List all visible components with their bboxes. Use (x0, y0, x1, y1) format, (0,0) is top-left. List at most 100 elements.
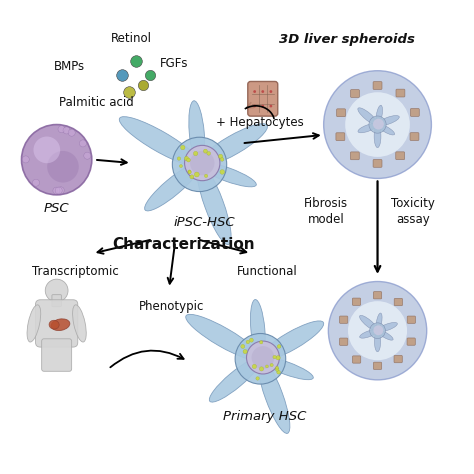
Circle shape (220, 170, 225, 174)
FancyBboxPatch shape (396, 152, 405, 160)
Ellipse shape (260, 357, 313, 380)
Text: Fibrosis
model: Fibrosis model (304, 197, 348, 226)
FancyBboxPatch shape (373, 82, 382, 90)
Ellipse shape (199, 124, 267, 166)
Circle shape (370, 323, 385, 338)
Circle shape (53, 187, 60, 194)
Ellipse shape (258, 358, 290, 433)
Circle shape (275, 366, 279, 369)
Circle shape (249, 338, 254, 342)
FancyBboxPatch shape (52, 295, 61, 307)
Circle shape (276, 356, 280, 360)
Ellipse shape (374, 125, 381, 148)
FancyBboxPatch shape (350, 152, 359, 160)
Ellipse shape (378, 330, 393, 340)
Ellipse shape (49, 320, 59, 329)
FancyBboxPatch shape (36, 300, 78, 347)
Circle shape (328, 282, 427, 380)
Ellipse shape (250, 300, 265, 359)
Text: BMPs: BMPs (54, 60, 85, 73)
Circle shape (253, 90, 256, 93)
Circle shape (265, 365, 268, 368)
Point (133, 57, 140, 65)
Text: Transcriptomic: Transcriptomic (32, 265, 119, 278)
Circle shape (235, 334, 286, 384)
Circle shape (261, 90, 264, 93)
Ellipse shape (73, 305, 86, 342)
Circle shape (173, 137, 227, 191)
Circle shape (33, 179, 39, 186)
Point (118, 72, 126, 79)
Circle shape (369, 116, 386, 133)
Circle shape (345, 92, 410, 157)
Circle shape (273, 356, 276, 359)
Ellipse shape (358, 108, 377, 125)
Circle shape (186, 158, 191, 162)
FancyBboxPatch shape (248, 82, 278, 116)
Text: PSC: PSC (44, 202, 70, 215)
Ellipse shape (359, 315, 377, 331)
Ellipse shape (145, 163, 201, 211)
Circle shape (190, 151, 214, 175)
Circle shape (204, 174, 208, 178)
Circle shape (190, 175, 194, 179)
Text: Characterization: Characterization (112, 237, 255, 252)
Text: Functional: Functional (237, 265, 298, 278)
Circle shape (275, 368, 279, 371)
Circle shape (324, 71, 431, 178)
Circle shape (80, 140, 86, 147)
Ellipse shape (197, 164, 231, 245)
Circle shape (188, 171, 191, 174)
Text: Retinol: Retinol (111, 32, 152, 45)
FancyBboxPatch shape (336, 133, 345, 141)
FancyBboxPatch shape (352, 298, 361, 305)
FancyBboxPatch shape (396, 89, 405, 97)
Circle shape (252, 365, 256, 369)
FancyBboxPatch shape (407, 338, 415, 345)
Ellipse shape (378, 116, 399, 126)
Circle shape (203, 149, 208, 153)
Text: Primary HSC: Primary HSC (223, 410, 307, 423)
Ellipse shape (199, 163, 256, 187)
Circle shape (277, 345, 281, 348)
Circle shape (261, 105, 264, 108)
Circle shape (207, 152, 210, 155)
Ellipse shape (376, 313, 382, 330)
Text: + Hepatocytes: + Hepatocytes (216, 116, 304, 129)
Ellipse shape (27, 305, 41, 342)
Ellipse shape (374, 331, 381, 352)
Ellipse shape (186, 314, 261, 361)
Circle shape (256, 377, 259, 380)
Point (139, 81, 147, 89)
Circle shape (34, 137, 60, 163)
FancyBboxPatch shape (42, 339, 72, 371)
Circle shape (220, 158, 224, 161)
Ellipse shape (260, 321, 324, 361)
FancyBboxPatch shape (374, 362, 382, 369)
Ellipse shape (378, 124, 395, 135)
FancyBboxPatch shape (394, 356, 402, 363)
Ellipse shape (189, 101, 205, 164)
Text: 3D liver spheroids: 3D liver spheroids (279, 33, 415, 46)
Circle shape (184, 146, 220, 181)
Circle shape (259, 367, 264, 371)
Circle shape (270, 105, 272, 108)
Circle shape (47, 151, 79, 182)
Circle shape (57, 187, 64, 194)
FancyBboxPatch shape (373, 160, 382, 167)
Circle shape (246, 340, 250, 344)
Circle shape (181, 146, 185, 150)
Circle shape (58, 126, 65, 133)
Ellipse shape (378, 322, 397, 332)
Circle shape (68, 129, 75, 136)
Ellipse shape (376, 105, 383, 124)
FancyBboxPatch shape (410, 133, 419, 140)
Circle shape (188, 170, 191, 173)
Circle shape (241, 345, 245, 348)
Circle shape (253, 105, 256, 108)
FancyBboxPatch shape (394, 299, 402, 306)
FancyBboxPatch shape (337, 109, 346, 117)
Circle shape (219, 154, 223, 158)
Circle shape (277, 370, 281, 374)
Circle shape (373, 118, 384, 129)
